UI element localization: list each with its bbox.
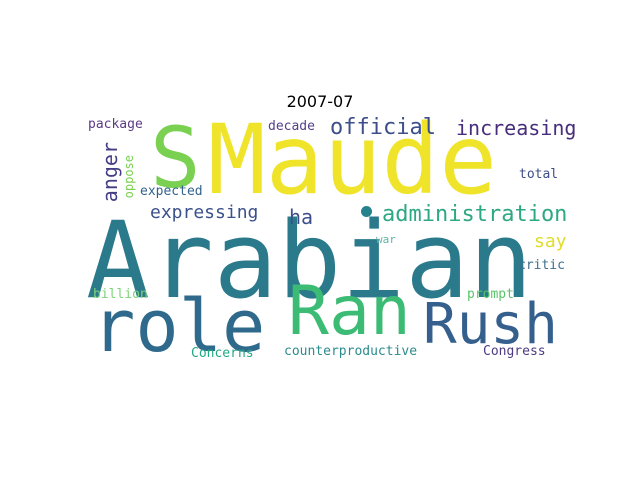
word-s: S — [150, 109, 201, 207]
word-administration: administration — [382, 202, 568, 227]
word-congress: Congress — [483, 344, 546, 359]
word-war: war — [376, 233, 396, 246]
word-increasing: increasing — [456, 116, 577, 140]
word-anger: anger — [98, 142, 122, 203]
word-official: official — [330, 115, 436, 140]
chart-title: 2007-07 — [286, 92, 354, 111]
word-total: total — [519, 167, 559, 182]
word-expected: expected — [140, 184, 203, 199]
word-critic: critic — [518, 258, 565, 273]
word-role: role — [92, 284, 266, 368]
word-oppose: oppose — [122, 155, 136, 199]
word-ran: Ran — [288, 272, 411, 351]
word-counterproductive: counterproductive — [284, 344, 418, 359]
word-decade: decade — [268, 119, 315, 134]
word-arabian: Arabian — [86, 199, 533, 322]
word-prompt: prompt — [467, 287, 514, 302]
word-billion: billion — [93, 287, 148, 302]
word-ha: ha — [289, 205, 314, 229]
word-rush: Rush — [423, 292, 558, 357]
dot-mark — [361, 206, 372, 217]
word-say: say — [534, 231, 567, 252]
word-package: package — [88, 117, 143, 132]
word-concerns: Concerns — [191, 346, 254, 361]
word-expressing: expressing — [150, 202, 259, 223]
word-maude: Maude — [208, 104, 497, 216]
